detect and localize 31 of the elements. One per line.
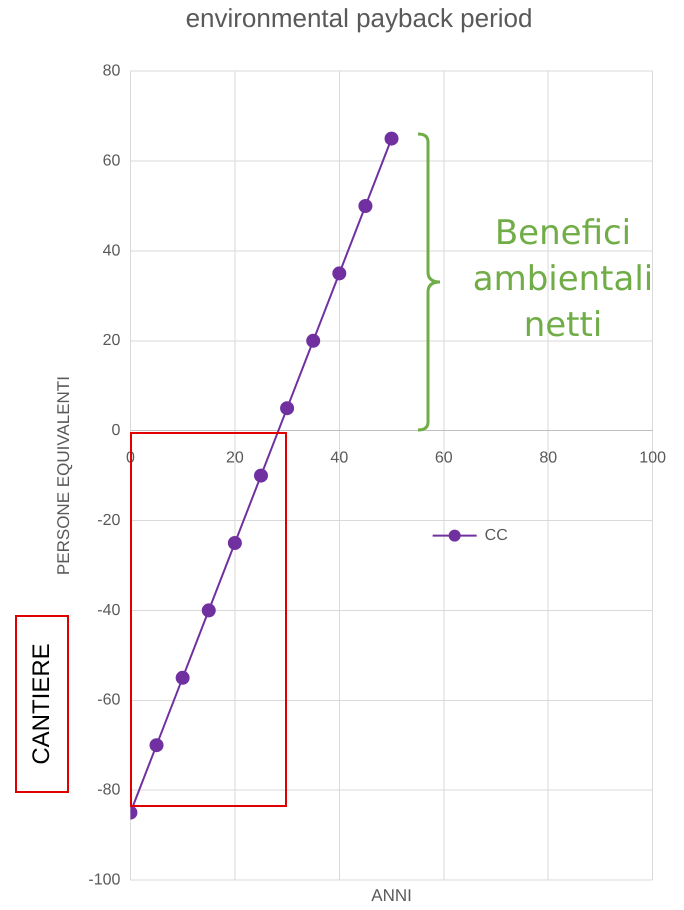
point [280,401,294,416]
y-tick-label: -80 [97,782,121,799]
y-tick-label: 0 [112,422,121,440]
annotation: Benefici ambientali netti [472,212,654,347]
x-tick-label: 100 [639,450,666,467]
y-tick-label: -60 [97,692,121,709]
point [176,670,190,685]
x-axis-title: ANNI [371,886,412,906]
chart-title: environmental payback period [186,2,532,33]
point [332,266,346,280]
y-tick-label: 40 [102,242,121,260]
point [358,199,372,213]
y-tick-label: 20 [102,332,121,350]
text: CANTIERE [28,643,56,765]
x-tick-label: 80 [539,450,558,467]
y-tick-label: -20 [97,512,121,529]
x-tick-label: 40 [330,450,348,467]
point [228,536,242,550]
point [202,603,216,618]
y-tick-label: -100 [88,871,121,888]
y-axis-title: PERSONE EQUIVALENTI [54,376,73,576]
x-tick-label: 60 [434,450,453,467]
point [150,738,164,752]
point [384,132,399,146]
y-tick-label: 60 [102,152,121,170]
x-tick-label: 20 [226,450,244,467]
y-tick-label: -40 [97,602,121,619]
legend-label: CC [484,527,508,544]
point [306,334,320,348]
point [254,468,268,483]
y-tick-label: 80 [102,62,121,80]
